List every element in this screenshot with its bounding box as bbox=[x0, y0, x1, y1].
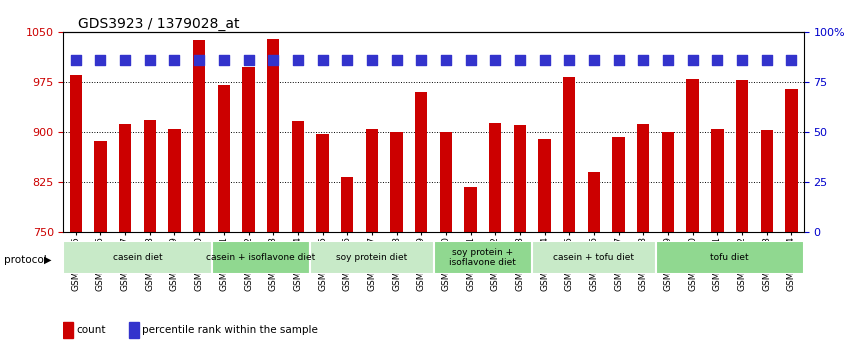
Bar bbox=[532, 241, 656, 274]
Bar bbox=[761, 130, 773, 232]
Bar bbox=[144, 120, 156, 232]
Bar bbox=[464, 187, 477, 232]
Point bbox=[365, 57, 379, 63]
Bar bbox=[316, 134, 329, 232]
Bar bbox=[242, 67, 255, 232]
Text: GDS3923 / 1379028_at: GDS3923 / 1379028_at bbox=[78, 17, 239, 31]
Bar bbox=[69, 75, 82, 232]
Bar bbox=[686, 79, 699, 232]
Bar bbox=[310, 241, 433, 274]
Bar bbox=[94, 141, 107, 232]
Bar bbox=[613, 137, 625, 232]
Bar bbox=[193, 40, 206, 232]
Text: count: count bbox=[76, 325, 106, 335]
Text: soy protein +
isoflavone diet: soy protein + isoflavone diet bbox=[449, 248, 516, 267]
Point bbox=[415, 57, 428, 63]
Text: protocol: protocol bbox=[4, 255, 47, 265]
Point bbox=[686, 57, 700, 63]
Bar bbox=[563, 77, 575, 232]
Point bbox=[488, 57, 502, 63]
Point bbox=[612, 57, 625, 63]
Bar bbox=[217, 85, 230, 232]
Point bbox=[711, 57, 724, 63]
Bar bbox=[212, 241, 310, 274]
Point bbox=[94, 57, 107, 63]
Point bbox=[735, 57, 749, 63]
Point bbox=[514, 57, 527, 63]
Text: percentile rank within the sample: percentile rank within the sample bbox=[142, 325, 318, 335]
Bar bbox=[63, 241, 211, 274]
Text: soy protein diet: soy protein diet bbox=[336, 253, 408, 262]
Bar bbox=[433, 241, 532, 274]
Point bbox=[662, 57, 675, 63]
Bar bbox=[637, 124, 650, 232]
Text: casein + isoflavone diet: casein + isoflavone diet bbox=[206, 253, 316, 262]
Bar bbox=[538, 138, 551, 232]
Point bbox=[587, 57, 601, 63]
Bar bbox=[736, 80, 748, 232]
Bar bbox=[129, 322, 139, 338]
Point bbox=[538, 57, 552, 63]
Point bbox=[563, 57, 576, 63]
Bar bbox=[119, 124, 131, 232]
Point bbox=[316, 57, 329, 63]
Bar bbox=[63, 322, 73, 338]
Point bbox=[390, 57, 404, 63]
Bar bbox=[588, 172, 600, 232]
Bar bbox=[415, 92, 427, 232]
Point bbox=[242, 57, 255, 63]
Bar bbox=[168, 129, 181, 232]
Bar bbox=[292, 120, 304, 232]
Point bbox=[69, 57, 83, 63]
Point bbox=[143, 57, 157, 63]
Bar bbox=[390, 132, 403, 232]
Bar bbox=[514, 125, 526, 232]
Point bbox=[439, 57, 453, 63]
Point bbox=[217, 57, 231, 63]
Bar bbox=[656, 241, 804, 274]
Bar bbox=[365, 129, 378, 232]
Point bbox=[636, 57, 650, 63]
Bar bbox=[489, 123, 502, 232]
Bar bbox=[662, 132, 674, 232]
Point bbox=[291, 57, 305, 63]
Point bbox=[168, 57, 181, 63]
Text: casein diet: casein diet bbox=[113, 253, 162, 262]
Point bbox=[118, 57, 132, 63]
Point bbox=[760, 57, 773, 63]
Text: casein + tofu diet: casein + tofu diet bbox=[553, 253, 634, 262]
Bar bbox=[711, 129, 723, 232]
Text: ▶: ▶ bbox=[44, 255, 52, 265]
Point bbox=[464, 57, 477, 63]
Bar bbox=[440, 132, 452, 232]
Point bbox=[192, 57, 206, 63]
Bar bbox=[267, 39, 279, 232]
Text: tofu diet: tofu diet bbox=[711, 253, 749, 262]
Point bbox=[340, 57, 354, 63]
Point bbox=[784, 57, 798, 63]
Bar bbox=[341, 177, 354, 232]
Bar bbox=[785, 88, 798, 232]
Point bbox=[266, 57, 280, 63]
